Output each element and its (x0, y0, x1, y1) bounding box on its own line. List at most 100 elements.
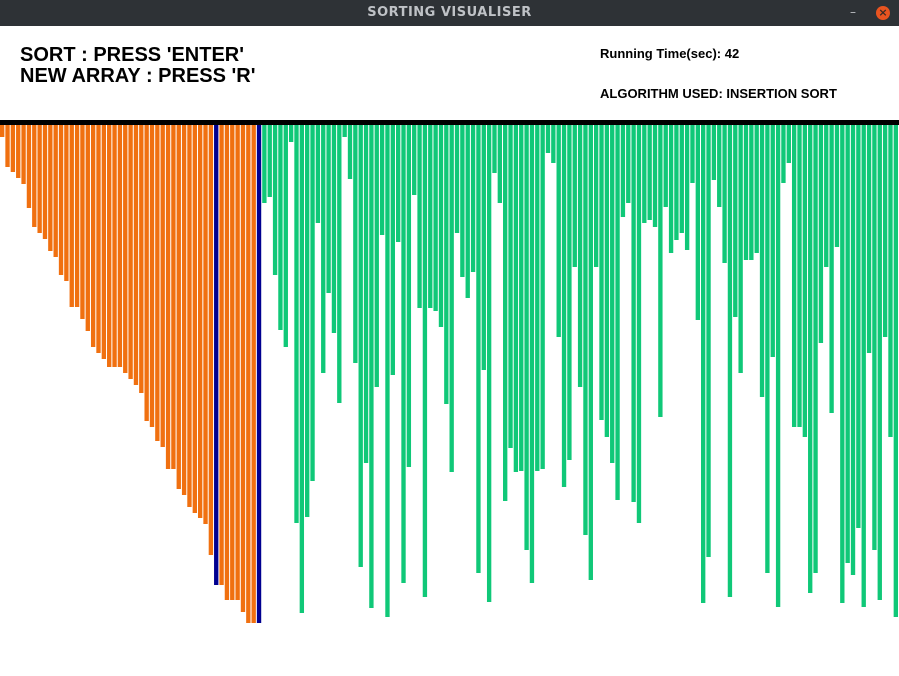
bar-unsorted (866, 125, 872, 353)
bar-unsorted (593, 125, 599, 267)
bar-unsorted (588, 125, 593, 580)
bar-unsorted (690, 125, 695, 183)
bar-active (214, 125, 219, 585)
bar-unsorted (476, 125, 481, 573)
algorithm-label: ALGORITHM USED: INSERTION SORT (600, 86, 837, 101)
bar-unsorted (668, 125, 674, 253)
bar-unsorted (717, 125, 722, 207)
bar-unsorted (749, 125, 754, 260)
bar-unsorted (567, 125, 572, 460)
bar-unsorted (754, 125, 759, 253)
bar-sorted (58, 125, 64, 275)
bar-unsorted (759, 125, 765, 397)
bar-unsorted (679, 125, 684, 233)
bar-unsorted (278, 125, 283, 330)
bar-unsorted (818, 125, 824, 343)
bar-unsorted (556, 125, 561, 337)
bar-unsorted (486, 125, 492, 602)
bar-sorted (208, 125, 214, 555)
bar-sorted (203, 125, 208, 524)
bar-unsorted (701, 125, 706, 603)
bar-unsorted (326, 125, 331, 293)
bar-unsorted (695, 125, 700, 320)
bar-sorted (0, 125, 5, 137)
bar-unsorted (877, 125, 882, 600)
bar-unsorted (813, 125, 818, 573)
bar-unsorted (406, 125, 412, 467)
bar-sorted (74, 125, 80, 307)
bar-sorted (171, 125, 176, 469)
bar-unsorted (615, 125, 620, 500)
bar-unsorted (882, 125, 888, 337)
bar-unsorted (631, 125, 636, 502)
bar-unsorted (636, 125, 642, 523)
bar-sorted (48, 125, 53, 251)
bar-unsorted (519, 125, 524, 471)
bar-unsorted (743, 125, 749, 260)
bar-unsorted (492, 125, 497, 173)
bar-unsorted (374, 125, 379, 387)
bar-unsorted (770, 125, 775, 357)
bar-unsorted (765, 125, 770, 573)
bar-unsorted (428, 125, 433, 308)
bar-unsorted (513, 125, 519, 472)
bar-unsorted (310, 125, 315, 481)
bar-sorted (123, 125, 128, 373)
bar-sorted (197, 125, 203, 518)
bar-sorted (26, 125, 32, 208)
bar-unsorted (561, 125, 567, 487)
bar-unsorted (305, 125, 310, 517)
bar-sorted (192, 125, 197, 513)
bar-sorted (160, 125, 165, 447)
bar-unsorted (711, 125, 717, 180)
bar-sorted (90, 125, 96, 347)
bar-unsorted (861, 125, 866, 607)
bar-unsorted (481, 125, 486, 370)
bar-active (256, 125, 262, 623)
bar-unsorted (872, 125, 877, 550)
bar-unsorted (385, 125, 390, 617)
bar-unsorted (470, 125, 476, 272)
bar-sorted (230, 125, 235, 600)
bar-unsorted (395, 125, 401, 242)
bar-unsorted (626, 125, 631, 203)
bar-unsorted (658, 125, 663, 417)
bar-unsorted (824, 125, 829, 267)
bar-sorted (16, 125, 21, 178)
bar-sorted (144, 125, 149, 421)
bar-unsorted (840, 125, 845, 603)
bar-unsorted (706, 125, 711, 557)
bar-unsorted (781, 125, 786, 183)
bar-sorted (176, 125, 181, 489)
bar-unsorted (856, 125, 861, 528)
bar-sorted (32, 125, 37, 227)
minimize-icon[interactable]: – (850, 5, 856, 19)
sort-instruction: SORT : PRESS 'ENTER' (20, 44, 244, 66)
bar-unsorted (888, 125, 893, 437)
bar-unsorted (369, 125, 374, 608)
bar-unsorted (642, 125, 647, 223)
bar-sorted (112, 125, 117, 367)
bar-sorted (246, 125, 251, 623)
close-icon[interactable]: × (876, 6, 890, 20)
bar-unsorted (438, 125, 444, 327)
bar-sorted (139, 125, 144, 393)
bar-sorted (64, 125, 69, 281)
bar-unsorted (363, 125, 369, 463)
bar-unsorted (893, 125, 898, 617)
bar-unsorted (802, 125, 808, 437)
bar-unsorted (508, 125, 513, 448)
bar-sorted (107, 125, 112, 367)
bar-unsorted (401, 125, 406, 583)
bar-unsorted (503, 125, 508, 501)
running-time-label: Running Time(sec): 42 (600, 46, 740, 61)
bar-unsorted (524, 125, 529, 550)
bar-sorted (240, 125, 246, 612)
bar-unsorted (267, 125, 272, 197)
bar-unsorted (321, 125, 326, 373)
bar-unsorted (850, 125, 856, 575)
bar-sorted (69, 125, 74, 307)
bar-sorted (128, 125, 133, 379)
bar-sorted (5, 125, 10, 167)
bar-sorted (219, 125, 224, 585)
